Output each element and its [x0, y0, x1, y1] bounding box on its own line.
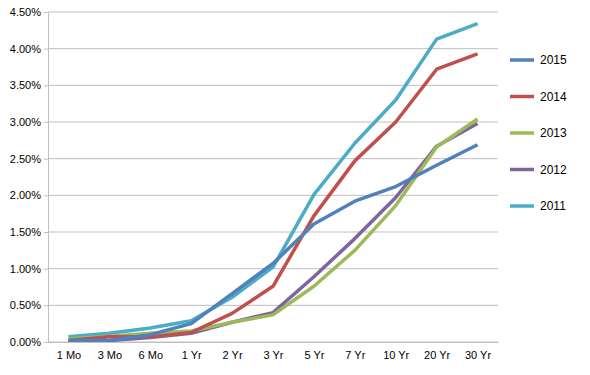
grid [48, 12, 498, 342]
x-tick-label: 7 Yr [345, 349, 365, 361]
x-tick: 3 Yr [264, 342, 284, 361]
y-tick-mark [44, 12, 48, 13]
y-tick: 1.00% [10, 263, 48, 275]
x-tick: 5 Yr [304, 342, 324, 361]
legend-label: 2012 [540, 163, 567, 177]
legend-swatch [510, 95, 534, 99]
y-axis: 0.00% 0.50% 1.00% 1.50% 2.00% 2.50% 3.00% 3.50%… [10, 6, 49, 348]
y-tick: 3.50% [10, 79, 48, 91]
y-tick-label: 3.00% [10, 116, 41, 128]
y-tick: 3.00% [10, 116, 48, 128]
y-tick-label: 0.00% [10, 336, 41, 348]
y-tick-mark [44, 122, 48, 123]
x-tick: 6 Mo [139, 342, 163, 361]
y-tick-label: 1.50% [10, 226, 41, 238]
grid-line [48, 305, 498, 306]
x-tick-label: 3 Mo [98, 349, 122, 361]
y-tick-mark [44, 195, 48, 196]
legend-item: 2011 [510, 199, 566, 213]
y-tick-mark [44, 305, 48, 306]
x-tick-label: 3 Yr [264, 349, 284, 361]
x-tick-label: 5 Yr [304, 349, 324, 361]
legend-item: 2013 [510, 126, 567, 140]
y-tick-label: 4.00% [10, 43, 41, 55]
x-tick-label: 2 Yr [223, 349, 243, 361]
x-tick: 7 Yr [345, 342, 365, 361]
y-tick: 0.00% [10, 336, 48, 348]
y-tick: 4.50% [10, 6, 48, 18]
x-axis-line [49, 342, 499, 343]
series-line [68, 54, 477, 341]
y-tick-label: 2.00% [10, 189, 41, 201]
series-line [68, 123, 477, 341]
x-tick-label: 10 Yr [383, 349, 409, 361]
legend-swatch [510, 58, 534, 62]
y-tick-label: 3.50% [10, 79, 41, 91]
legend-label: 2014 [540, 90, 567, 104]
grid-line [48, 85, 498, 86]
y-tick: 0.50% [10, 299, 48, 311]
series-line [68, 119, 477, 339]
grid-line [48, 12, 498, 13]
grid-line [48, 232, 498, 233]
lines [68, 24, 477, 342]
y-tick-mark [44, 49, 48, 50]
y-axis-line [48, 13, 49, 343]
y-tick-mark [44, 232, 48, 233]
x-tick-label: 20 Yr [424, 349, 450, 361]
x-tick: 2 Yr [223, 342, 243, 361]
series-line [68, 24, 477, 337]
legend-swatch [510, 131, 534, 135]
y-tick-label: 0.50% [10, 299, 41, 311]
y-tick-mark [44, 342, 48, 343]
x-tick: 30 Yr [465, 342, 491, 361]
x-tick: 1 Mo [57, 342, 81, 361]
x-tick-label: 1 Yr [182, 349, 202, 361]
y-tick-label: 2.50% [10, 153, 41, 165]
y-tick-mark [44, 85, 48, 86]
legend-label: 2015 [540, 53, 567, 67]
legend-item: 2012 [510, 163, 567, 177]
x-tick-label: 1 Mo [57, 349, 81, 361]
x-tick: 1 Yr [182, 342, 202, 361]
legend-item: 2015 [510, 53, 567, 67]
y-tick-label: 1.00% [10, 263, 41, 275]
y-tick-mark [44, 159, 48, 160]
grid-line [48, 122, 498, 123]
y-tick: 2.00% [10, 189, 48, 201]
legend-label: 2011 [540, 199, 566, 213]
y-tick-label: 4.50% [10, 6, 41, 18]
legend-item: 2014 [510, 90, 567, 104]
x-axis: 1 Mo 3 Mo 6 Mo 1 Yr 2 Yr 3 Yr 5 Yr 7 Yr 10 Yr 20 … [49, 342, 499, 361]
legend-label: 2013 [540, 126, 567, 140]
x-tick-label: 30 Yr [465, 349, 491, 361]
chart: 0.00% 0.50% 1.00% 1.50% 2.00% 2.50% 3.00% 3.50%… [0, 0, 590, 375]
x-tick: 3 Mo [98, 342, 122, 361]
y-tick: 1.50% [10, 226, 48, 238]
legend-swatch [510, 168, 534, 172]
x-tick-label: 6 Mo [139, 349, 163, 361]
y-tick: 2.50% [10, 153, 48, 165]
series-line [68, 145, 477, 341]
x-tick: 10 Yr [383, 342, 409, 361]
y-tick-mark [44, 269, 48, 270]
y-tick: 4.00% [10, 43, 48, 55]
x-tick: 20 Yr [424, 342, 450, 361]
plot: 0.00% 0.50% 1.00% 1.50% 2.00% 2.50% 3.00% 3.50%… [10, 6, 499, 361]
grid-line [48, 195, 498, 196]
legend-swatch [510, 204, 534, 208]
legend: 2015 2014 2013 2012 2011 [510, 53, 567, 213]
